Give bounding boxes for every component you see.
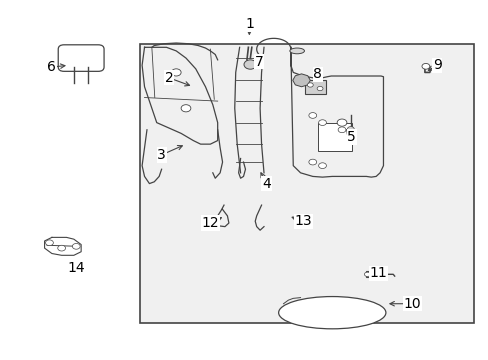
Bar: [366, 271, 380, 277]
Circle shape: [346, 127, 353, 132]
Text: 9: 9: [432, 58, 441, 72]
Circle shape: [308, 159, 316, 165]
Circle shape: [336, 119, 346, 126]
Text: 4: 4: [262, 177, 270, 190]
FancyBboxPatch shape: [58, 45, 104, 71]
Text: 12: 12: [201, 216, 219, 230]
Circle shape: [318, 163, 326, 168]
Bar: [317, 123, 351, 151]
Text: 11: 11: [369, 266, 386, 280]
Bar: [140, 44, 473, 323]
Text: 7: 7: [254, 55, 263, 69]
Text: 13: 13: [294, 214, 311, 228]
Circle shape: [364, 272, 369, 276]
Circle shape: [421, 63, 429, 69]
Text: 10: 10: [403, 297, 421, 311]
Ellipse shape: [289, 48, 304, 54]
Circle shape: [72, 243, 80, 249]
Text: 2: 2: [164, 71, 173, 85]
Text: 5: 5: [346, 130, 355, 144]
Circle shape: [317, 86, 323, 91]
Circle shape: [58, 245, 65, 251]
Text: 1: 1: [244, 17, 253, 31]
Circle shape: [244, 60, 256, 69]
Circle shape: [45, 240, 53, 246]
Ellipse shape: [278, 297, 385, 329]
Circle shape: [308, 113, 316, 118]
Circle shape: [171, 69, 181, 76]
Circle shape: [337, 127, 345, 133]
Text: 6: 6: [47, 60, 56, 74]
Circle shape: [318, 120, 326, 126]
Text: 3: 3: [157, 148, 165, 162]
Text: 8: 8: [312, 67, 322, 81]
Circle shape: [307, 83, 313, 87]
Bar: [305, 80, 325, 94]
Text: 14: 14: [67, 261, 85, 275]
Circle shape: [181, 105, 190, 112]
